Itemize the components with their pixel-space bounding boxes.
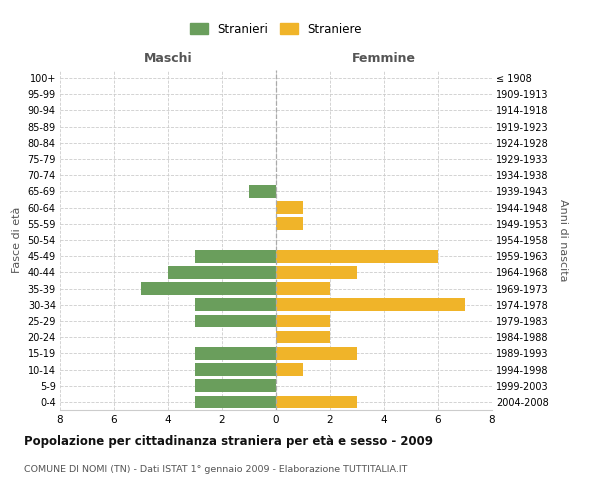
Bar <box>276 298 465 311</box>
Bar <box>195 347 276 360</box>
Bar <box>141 282 276 295</box>
Bar <box>195 363 276 376</box>
Bar <box>168 266 276 278</box>
Bar <box>276 396 357 408</box>
Bar <box>195 298 276 311</box>
Bar <box>276 363 303 376</box>
Text: Maschi: Maschi <box>143 52 193 65</box>
Bar <box>276 202 303 214</box>
Bar <box>276 331 330 344</box>
Bar <box>276 250 438 262</box>
Legend: Stranieri, Straniere: Stranieri, Straniere <box>185 18 367 40</box>
Y-axis label: Anni di nascita: Anni di nascita <box>559 198 568 281</box>
Y-axis label: Fasce di età: Fasce di età <box>12 207 22 273</box>
Bar <box>195 396 276 408</box>
Bar <box>276 266 357 278</box>
Bar <box>195 250 276 262</box>
Text: COMUNE DI NOMI (TN) - Dati ISTAT 1° gennaio 2009 - Elaborazione TUTTITALIA.IT: COMUNE DI NOMI (TN) - Dati ISTAT 1° genn… <box>24 465 407 474</box>
Bar <box>249 185 276 198</box>
Bar <box>276 218 303 230</box>
Bar <box>195 314 276 328</box>
Text: Popolazione per cittadinanza straniera per età e sesso - 2009: Popolazione per cittadinanza straniera p… <box>24 435 433 448</box>
Bar <box>276 347 357 360</box>
Bar <box>276 314 330 328</box>
Text: Femmine: Femmine <box>352 52 416 65</box>
Bar <box>276 282 330 295</box>
Bar <box>195 380 276 392</box>
